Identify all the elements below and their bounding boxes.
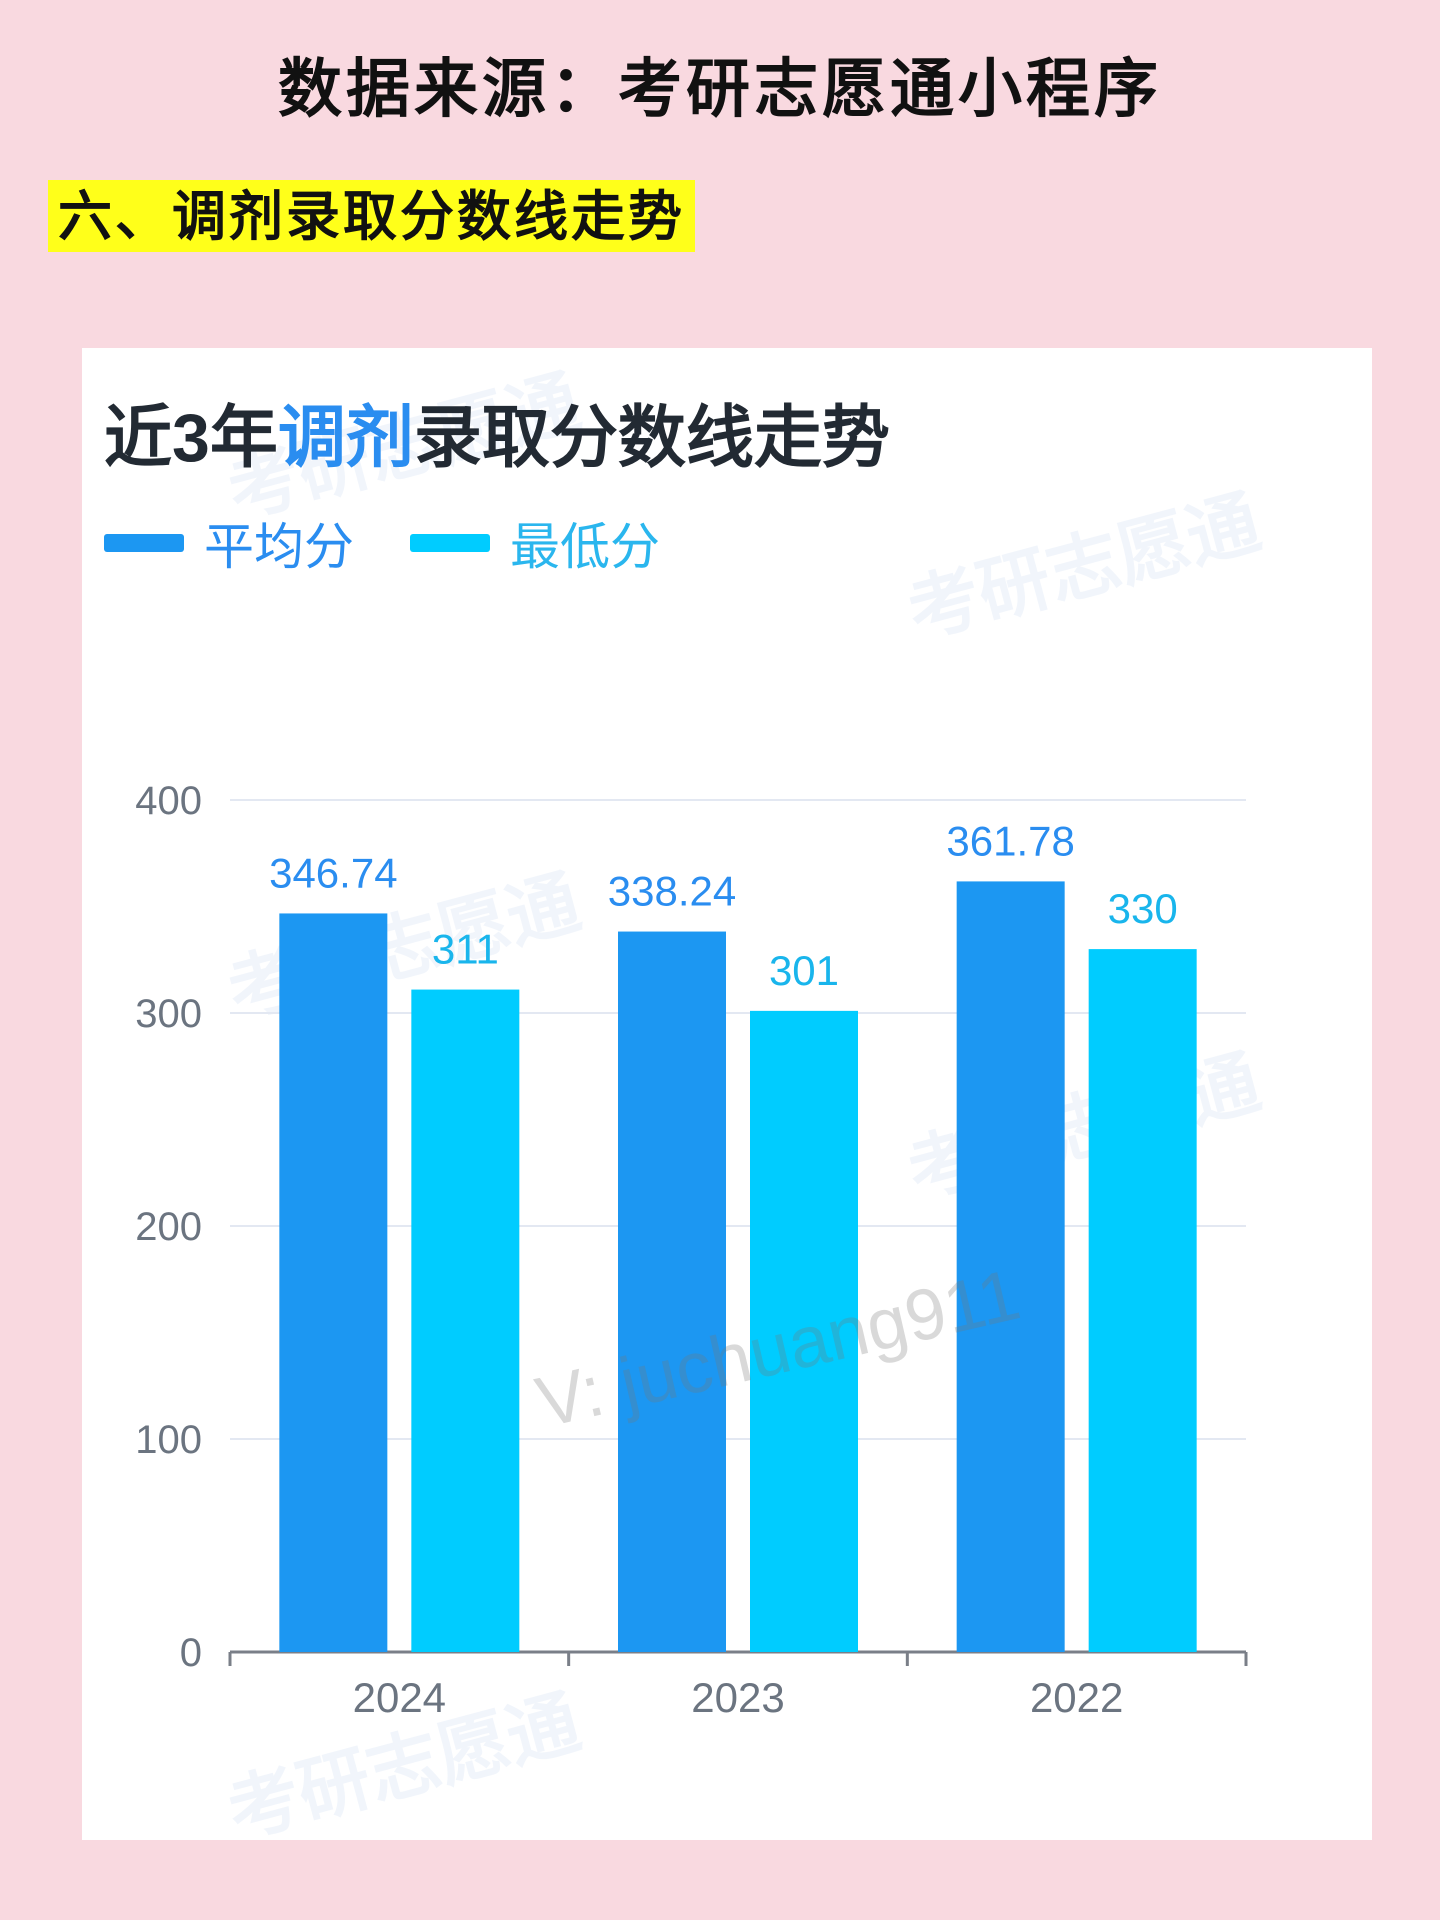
legend-swatch-avg bbox=[104, 534, 184, 552]
data-label-avg: 361.78 bbox=[946, 817, 1074, 864]
chart-card: 考研志愿通 考研志愿通 考研志愿通 考研志愿通 考研志愿通 近3年调剂录取分数线… bbox=[82, 348, 1372, 1840]
bar-min bbox=[1088, 949, 1197, 1652]
data-label-avg: 338.24 bbox=[608, 868, 736, 915]
chart-title-highlight: 调剂 bbox=[277, 400, 414, 476]
bar-chart: 0 100 200 300 400 2024 346.74 311 2023 338.24 301 2… bbox=[135, 779, 1248, 1721]
x-tick-label: 2024 bbox=[353, 1674, 446, 1721]
chart-legend: 平均分 最低分 bbox=[104, 508, 716, 578]
bar-min bbox=[411, 989, 520, 1652]
data-label-min: 330 bbox=[1108, 885, 1178, 932]
legend-item-avg: 平均分 bbox=[104, 507, 354, 579]
x-tick-label: 2022 bbox=[1030, 1674, 1123, 1721]
section-heading: 六、调剂录取分数线走势 bbox=[48, 180, 695, 252]
legend-item-min: 最低分 bbox=[410, 507, 660, 579]
y-tick-label: 0 bbox=[180, 1631, 202, 1675]
y-tick-label: 100 bbox=[135, 1418, 202, 1462]
y-tick-label: 400 bbox=[135, 779, 202, 823]
data-label-min: 311 bbox=[432, 926, 499, 973]
chart-title-part2: 录取分数线走势 bbox=[413, 400, 890, 476]
legend-label-min: 最低分 bbox=[510, 519, 660, 575]
y-tick-label: 300 bbox=[135, 992, 202, 1036]
bar-min bbox=[750, 1010, 858, 1652]
data-label-avg: 346.74 bbox=[269, 849, 397, 896]
x-tick-label: 2023 bbox=[691, 1674, 784, 1721]
bar-avg bbox=[956, 881, 1065, 1652]
bar-avg bbox=[618, 931, 726, 1652]
chart-title: 近3年调剂录取分数线走势 bbox=[104, 382, 890, 481]
y-tick-label: 200 bbox=[135, 1205, 202, 1249]
page-header-title: 数据来源：考研志愿通小程序 bbox=[278, 52, 1162, 127]
legend-swatch-min bbox=[410, 534, 490, 552]
chart-title-part1: 近3年 bbox=[104, 400, 278, 476]
data-label-min: 301 bbox=[769, 947, 839, 994]
bar-avg bbox=[279, 913, 388, 1652]
legend-label-avg: 平均分 bbox=[204, 519, 354, 575]
